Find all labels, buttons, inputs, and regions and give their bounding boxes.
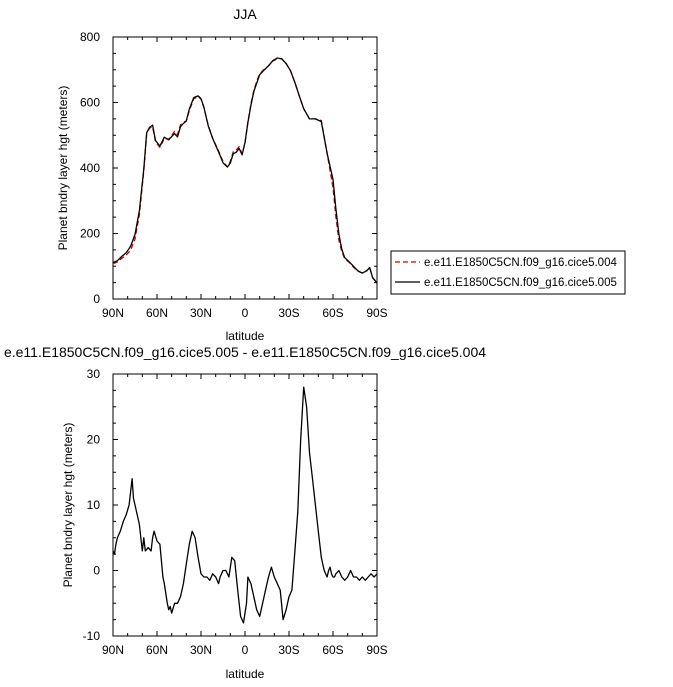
top-y-tick-label: 600 [80,96,100,110]
legend-label-005: e.e11.E1850C5CN.f09_g16.cice5.005 [424,277,617,289]
bottom-y-tick-label: 0 [93,564,100,578]
legend-label-004: e.e11.E1850C5CN.f09_g16.cice5.004 [424,257,617,269]
bottom-x-tick-label: 90S [366,643,387,657]
bottom-series-line-0 [112,386,378,624]
top-plot-frame [112,36,378,300]
bottom-x-tick-label: 30S [278,643,299,657]
bottom-y-axis-label: Planet bndry layer hgt (meters) [61,423,75,588]
top-y-tick-label: 200 [80,227,100,241]
bottom-x-tick-label: 30N [190,643,212,657]
bottom-axes: 90N 60N 30N 0 30S 60S 90S -10 0 10 20 30 [83,367,388,657]
bottom-x-tick-label: 60S [322,643,343,657]
top-panel: JJA 90N 60N 30N 0 30S 60S 90S 0 200 400 600 800 lat… [56,6,388,343]
top-x-tick-label: 90S [366,306,387,320]
bottom-x-tick-label: 60N [146,643,168,657]
bottom-plot-frame [112,373,378,637]
top-x-tick-label: 60S [322,306,343,320]
bottom-y-tick-label: -10 [83,629,101,643]
bottom-y-tick-label: 30 [87,367,101,381]
top-x-tick-label: 60N [146,306,168,320]
top-y-axis-label: Planet bndry layer hgt (meters) [56,86,70,251]
bottom-chart-title: e.e11.E1850C5CN.f09_g16.cice5.005 - e.e1… [4,344,486,360]
top-y-tick-label: 800 [80,30,100,44]
bottom-series-lines [112,386,378,624]
bottom-y-tick-label: 10 [87,498,101,512]
top-x-tick-label: 30N [190,306,212,320]
top-chart-title: JJA [233,6,257,22]
bottom-x-tick-label: 0 [242,643,249,657]
top-axes: 90N 60N 30N 0 30S 60S 90S 0 200 400 600 800 [80,30,388,320]
top-y-tick-label: 400 [80,161,100,175]
top-y-tick-label: 0 [93,292,100,306]
bottom-x-axis-label: latitude [226,667,265,681]
top-series-line-0 [112,57,378,284]
bottom-x-tick-label: 90N [102,643,124,657]
legend: e.e11.E1850C5CN.f09_g16.cice5.004 e.e11.… [390,250,626,295]
top-x-tick-label: 0 [242,306,249,320]
legend-box [390,250,626,295]
bottom-panel: e.e11.E1850C5CN.f09_g16.cice5.005 - e.e1… [4,344,486,681]
top-x-tick-label: 90N [102,306,124,320]
top-x-tick-label: 30S [278,306,299,320]
top-series-line-1 [112,57,378,284]
top-x-axis-label: latitude [226,329,265,343]
bottom-y-tick-label: 20 [87,433,101,447]
top-series-lines [112,57,378,284]
